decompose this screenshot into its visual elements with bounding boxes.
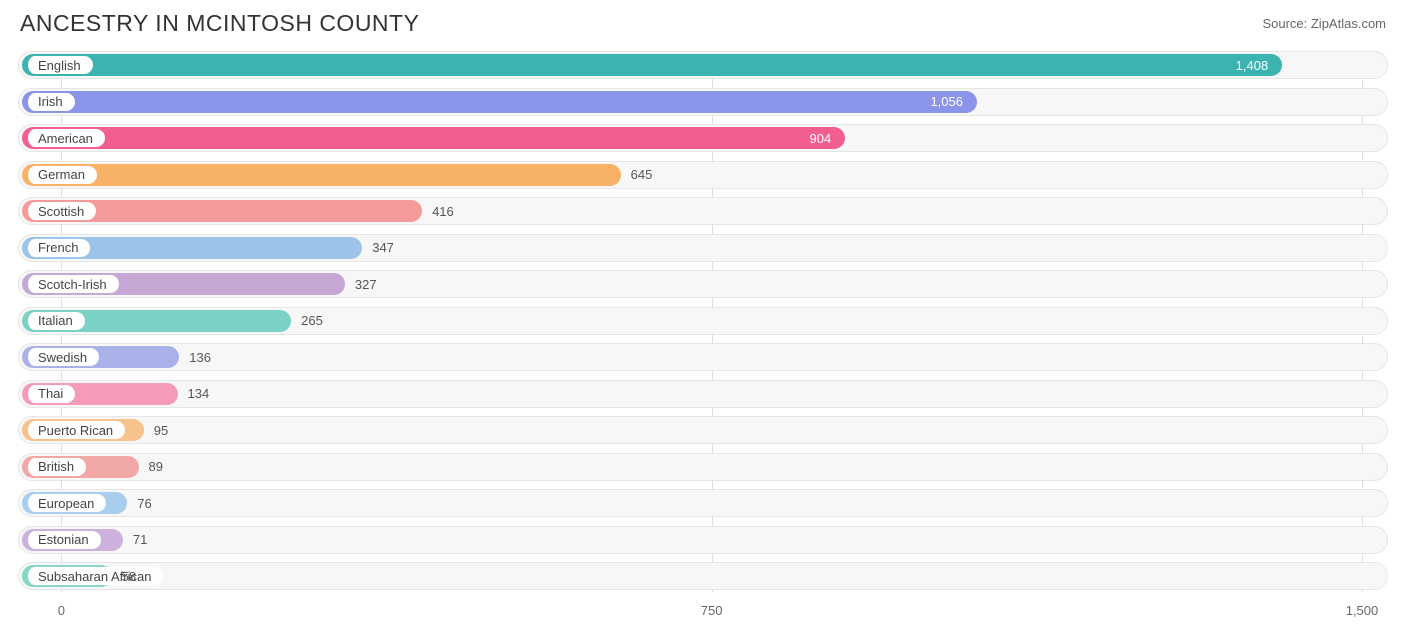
bar-value: 347 (366, 234, 400, 262)
bar-value: 645 (625, 161, 659, 189)
bar-row: American904 (18, 124, 1388, 154)
bar-value: 76 (131, 489, 157, 517)
chart-title: ANCESTRY IN MCINTOSH COUNTY (20, 10, 419, 37)
bar-track (18, 343, 1388, 371)
bar-row: British 89 (18, 453, 1388, 483)
bar-row: Scottish 416 (18, 197, 1388, 227)
axis-tick: 0 (58, 603, 65, 618)
bar-track (18, 416, 1388, 444)
bar-value: 416 (426, 197, 460, 225)
bar-row: English1,408 (18, 51, 1388, 81)
bar-label-pill: Estonian (26, 531, 101, 549)
bar-value: 58 (116, 562, 142, 590)
bar-track (18, 562, 1388, 590)
bar-label-pill: Swedish (26, 348, 99, 366)
bar-label-pill: French (26, 239, 90, 257)
bar-label-pill: Italian (26, 312, 85, 330)
bar-value: 904 (18, 124, 837, 152)
bar-row: European 76 (18, 489, 1388, 519)
bar-row: Thai 134 (18, 380, 1388, 410)
bar-value: 1,056 (18, 88, 969, 116)
bar-label-pill: Scottish (26, 202, 96, 220)
bar-track (18, 489, 1388, 517)
bar-value: 95 (148, 416, 174, 444)
bar-value: 71 (127, 526, 153, 554)
bar-label-pill: European (26, 494, 106, 512)
bar-row: French 347 (18, 234, 1388, 264)
bar-track (18, 526, 1388, 554)
bar-row: Swedish 136 (18, 343, 1388, 373)
bar-row: Italian 265 (18, 307, 1388, 337)
chart-area: English1,408 Irish1,056 American904 German 6… (0, 41, 1406, 629)
bar-label-pill: Thai (26, 385, 75, 403)
axis-tick: 1,500 (1346, 603, 1379, 618)
bars-container: English1,408 Irish1,056 American904 German 6… (18, 51, 1388, 592)
x-axis: 0 750 1,500 (18, 599, 1388, 629)
bar-value: 134 (182, 380, 216, 408)
bar-label-pill: British (26, 458, 86, 476)
bar-row: Estonian 71 (18, 526, 1388, 556)
bar-row: Scotch-Irish 327 (18, 270, 1388, 300)
axis-tick: 750 (701, 603, 723, 618)
bar-track (18, 380, 1388, 408)
chart-header: ANCESTRY IN MCINTOSH COUNTY Source: ZipA… (0, 0, 1406, 41)
bar-label-pill: German (26, 166, 97, 184)
bar-value: 327 (349, 270, 383, 298)
chart-source: Source: ZipAtlas.com (1262, 10, 1386, 31)
bar-label-pill: Puerto Rican (26, 421, 125, 439)
bar-value: 1,408 (18, 51, 1274, 79)
bar-track (18, 453, 1388, 481)
bar-row: German 645 (18, 161, 1388, 191)
bar-value: 136 (183, 343, 217, 371)
bar-label-pill: Scotch-Irish (26, 275, 119, 293)
bar-value: 265 (295, 307, 329, 335)
bar-label-pill: Subsaharan African (26, 567, 163, 585)
bar-row: Irish1,056 (18, 88, 1388, 118)
bar-value: 89 (143, 453, 169, 481)
bar-row: Subsaharan African58 (18, 562, 1388, 592)
bar-row: Puerto Rican 95 (18, 416, 1388, 446)
bar-fill (22, 164, 621, 186)
